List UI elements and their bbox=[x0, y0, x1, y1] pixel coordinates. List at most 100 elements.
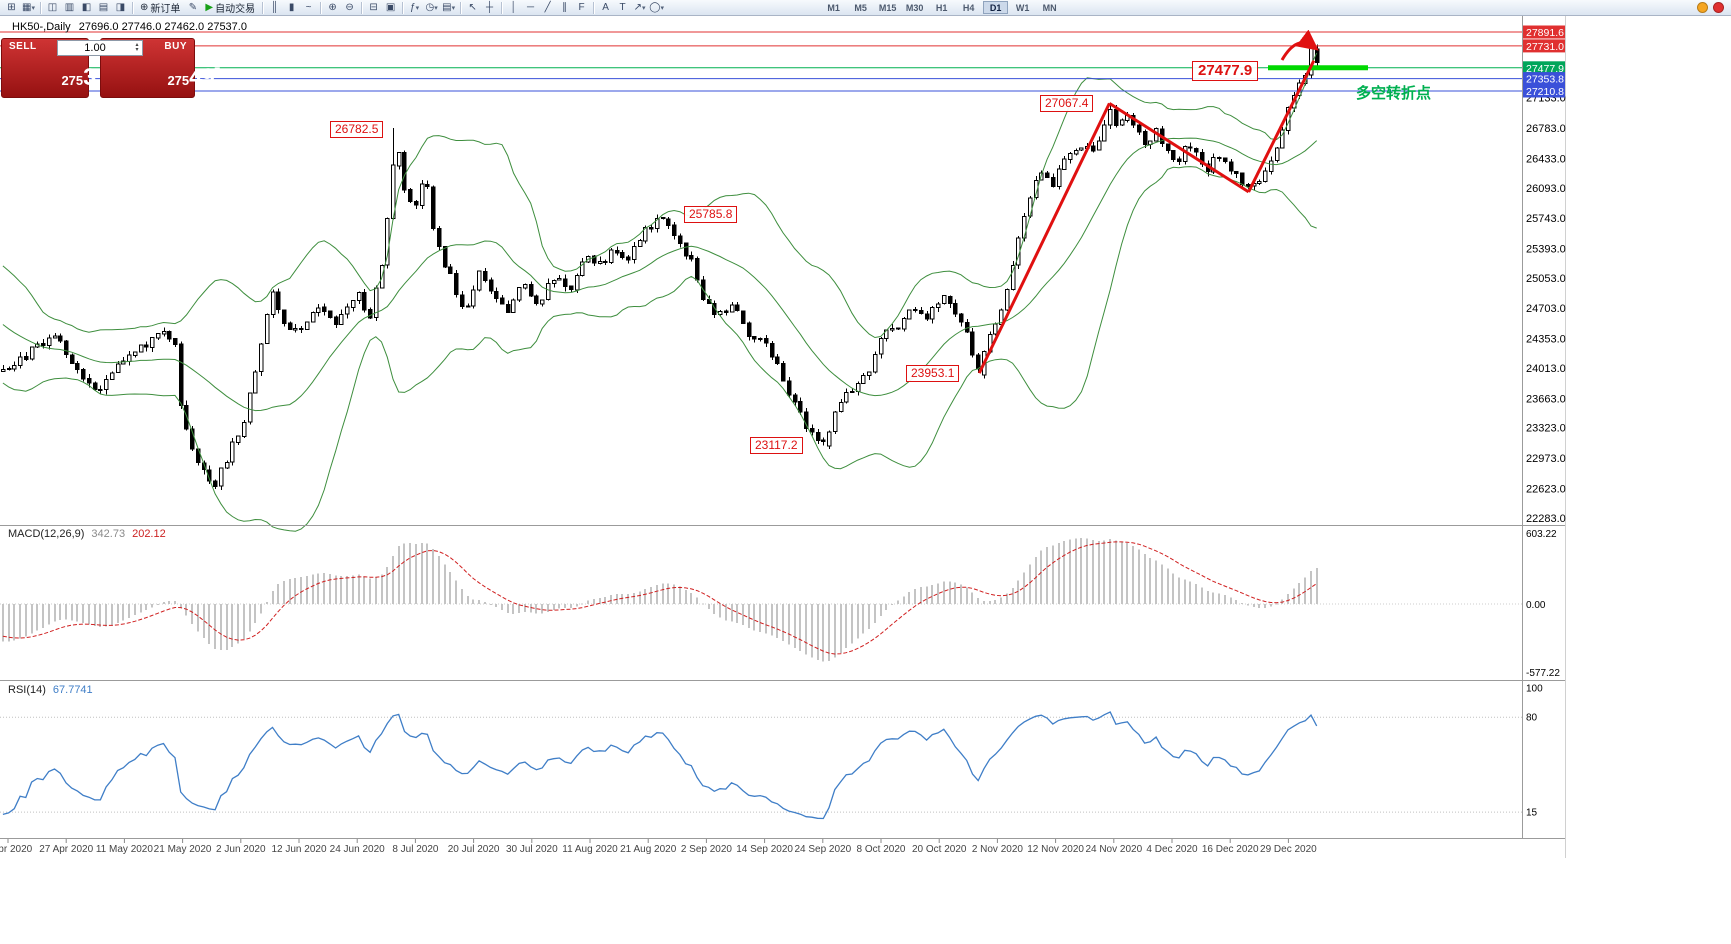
cascade-windows-icon[interactable]: ▣ bbox=[382, 1, 399, 15]
svg-text:24 Nov 2020: 24 Nov 2020 bbox=[1085, 844, 1142, 855]
macd-name: MACD(12,26,9) bbox=[8, 528, 85, 540]
bull-bear-turning-point-label[interactable]: 多空转折点 bbox=[1356, 85, 1432, 102]
timeframe-mn-button[interactable]: MN bbox=[1042, 3, 1057, 13]
svg-text:23663.0: 23663.0 bbox=[1526, 393, 1566, 405]
toolbar-separator bbox=[320, 1, 322, 14]
price-annotation-27067-4[interactable]: 27067.4 bbox=[1040, 95, 1094, 112]
periods-caret-icon[interactable]: ▾ bbox=[434, 4, 438, 12]
arrows-caret-icon[interactable]: ▾ bbox=[642, 4, 646, 12]
svg-text:16 Dec 2020: 16 Dec 2020 bbox=[1202, 844, 1259, 855]
autotrading-icon: ▶ bbox=[205, 2, 214, 13]
timeframe-h1-button[interactable]: H1 bbox=[935, 3, 948, 13]
zoom-out-icon-glyph: ⊖ bbox=[345, 1, 354, 13]
shapes-caret-icon[interactable]: ▾ bbox=[660, 4, 664, 12]
price-chart-area[interactable] bbox=[0, 29, 1522, 532]
svg-text:2 Jun 2020: 2 Jun 2020 bbox=[216, 844, 266, 855]
news-icon[interactable] bbox=[1697, 2, 1708, 13]
price-annotation-23117-2[interactable]: 23117.2 bbox=[750, 437, 803, 454]
svg-text:80: 80 bbox=[1526, 713, 1538, 724]
line-chart-icon[interactable]: ~ bbox=[300, 1, 317, 15]
new-chart-icon[interactable]: ⊞ bbox=[3, 1, 20, 15]
horizontal-line-icon[interactable]: ─ bbox=[522, 1, 539, 15]
volume-spinner-icons[interactable]: ▴ ▾ bbox=[132, 42, 142, 53]
connection-status-icon[interactable] bbox=[1713, 2, 1724, 13]
navigator-icon-glyph: ◧ bbox=[81, 1, 92, 13]
new-chart-icon-glyph: ⊞ bbox=[7, 1, 16, 13]
market-watch-icon[interactable]: ◫ bbox=[44, 1, 61, 15]
arrows-icon[interactable]: ↗▾ bbox=[631, 1, 648, 15]
spinner-down-icon[interactable]: ▾ bbox=[135, 47, 139, 53]
indicators-caret-icon[interactable]: ▾ bbox=[415, 4, 420, 12]
price-axis[interactable]: 27133.026783.026433.026093.025743.025393… bbox=[1523, 25, 1566, 525]
price-annotation-26782-5[interactable]: 26782.5 bbox=[330, 121, 384, 138]
arrow-annotation[interactable] bbox=[1280, 29, 1319, 61]
cursor-icon[interactable]: ↖ bbox=[464, 1, 481, 15]
navigator-icon[interactable]: ◧ bbox=[78, 1, 95, 15]
svg-text:603.22: 603.22 bbox=[1526, 529, 1557, 540]
svg-text:4 Dec 2020: 4 Dec 2020 bbox=[1146, 844, 1198, 855]
svg-text:8 Oct 2020: 8 Oct 2020 bbox=[857, 844, 906, 855]
buy-button[interactable]: BUY 275495 bbox=[100, 38, 221, 98]
indicators-icon[interactable]: ƒ▾ bbox=[406, 1, 423, 15]
templates-icon[interactable]: ▤▾ bbox=[440, 1, 457, 15]
rsi-panel[interactable]: 100 80 15 bbox=[0, 684, 1543, 820]
price-annotation-23953-1[interactable]: 23953.1 bbox=[906, 365, 960, 382]
macd-panel[interactable]: 603.22 0.00 -577.22 bbox=[0, 529, 1560, 679]
new-order-label: 新订单 bbox=[150, 4, 181, 15]
trend-line-objects[interactable] bbox=[977, 60, 1316, 374]
svg-text:21 Aug 2020: 21 Aug 2020 bbox=[620, 844, 677, 855]
label-icon[interactable]: T bbox=[614, 1, 631, 15]
timeframe-h4-button[interactable]: H4 bbox=[962, 3, 975, 13]
terminal-icon[interactable]: ▤ bbox=[95, 1, 112, 15]
volume-stepper[interactable]: 1.00 ▴ ▾ bbox=[57, 40, 143, 56]
timeframe-d1-button[interactable]: D1 bbox=[983, 1, 1009, 14]
timeframe-m1-button[interactable]: M1 bbox=[827, 3, 840, 13]
price-annotation-25785-8[interactable]: 25785.8 bbox=[684, 206, 738, 223]
toolbar-separator bbox=[460, 1, 462, 14]
strategy-tester-icon[interactable]: ◨ bbox=[112, 1, 129, 15]
svg-text:0.00: 0.00 bbox=[1526, 600, 1546, 611]
timeframe-m15-button[interactable]: M15 bbox=[878, 3, 897, 13]
metaeditor-icon-glyph: ✎ bbox=[188, 1, 198, 13]
strategy-tester-icon-glyph: ◨ bbox=[115, 1, 126, 13]
channel-icon[interactable]: ∥ bbox=[556, 1, 573, 15]
price-annotation-27477-9[interactable]: 27477.9 bbox=[1192, 61, 1259, 81]
svg-text:27891.6: 27891.6 bbox=[1526, 27, 1564, 39]
timeframe-m30-button[interactable]: M30 bbox=[905, 3, 924, 13]
timeframe-w1-button[interactable]: W1 bbox=[1015, 3, 1030, 13]
zoom-out-icon[interactable]: ⊖ bbox=[341, 1, 358, 15]
fibonacci-icon[interactable]: F bbox=[573, 1, 590, 15]
candlestick-chart-icon[interactable]: ▮ bbox=[283, 1, 300, 15]
spinner-up-icon[interactable]: ▴ bbox=[135, 42, 139, 48]
svg-text:24 Sep 2020: 24 Sep 2020 bbox=[794, 844, 851, 855]
tile-windows-icon[interactable]: ⊟ bbox=[365, 1, 382, 15]
zoom-in-icon[interactable]: ⊕ bbox=[324, 1, 341, 15]
svg-text:27 Apr 2020: 27 Apr 2020 bbox=[39, 844, 93, 855]
svg-text:26093.0: 26093.0 bbox=[1526, 183, 1566, 195]
trendline-icon[interactable]: ╱ bbox=[539, 1, 556, 15]
svg-text:24013.0: 24013.0 bbox=[1526, 363, 1566, 375]
autotrading-button[interactable]: ▶ 自动交易 bbox=[201, 1, 259, 15]
shapes-icon[interactable]: ◯▾ bbox=[648, 1, 665, 15]
svg-text:12 Jun 2020: 12 Jun 2020 bbox=[271, 844, 326, 855]
svg-text:14 Sep 2020: 14 Sep 2020 bbox=[736, 844, 793, 855]
text-icon[interactable]: A bbox=[597, 1, 614, 15]
periods-icon-glyph: ◷ bbox=[425, 1, 435, 13]
profiles-caret-icon[interactable]: ▾ bbox=[31, 4, 35, 12]
data-window-icon[interactable]: ▥ bbox=[61, 1, 78, 15]
svg-text:21 May 2020: 21 May 2020 bbox=[154, 844, 212, 855]
profiles-icon[interactable]: ▦▾ bbox=[20, 1, 37, 15]
timeframe-m5-button[interactable]: M5 bbox=[854, 3, 867, 13]
toolbar-separator bbox=[262, 1, 264, 14]
templates-caret-icon[interactable]: ▾ bbox=[451, 4, 456, 12]
metaeditor-icon[interactable]: ✎ bbox=[184, 1, 201, 15]
bar-chart-icon[interactable]: ║ bbox=[266, 1, 283, 15]
new-order-button[interactable]: ⊕ 新订单 bbox=[136, 1, 184, 15]
periods-icon[interactable]: ◷▾ bbox=[423, 1, 440, 15]
svg-text:22973.0: 22973.0 bbox=[1526, 453, 1566, 465]
vertical-line-icon[interactable]: │ bbox=[505, 1, 522, 15]
crosshair-icon[interactable]: ┼ bbox=[481, 1, 498, 15]
toolbar-separator bbox=[501, 1, 503, 14]
